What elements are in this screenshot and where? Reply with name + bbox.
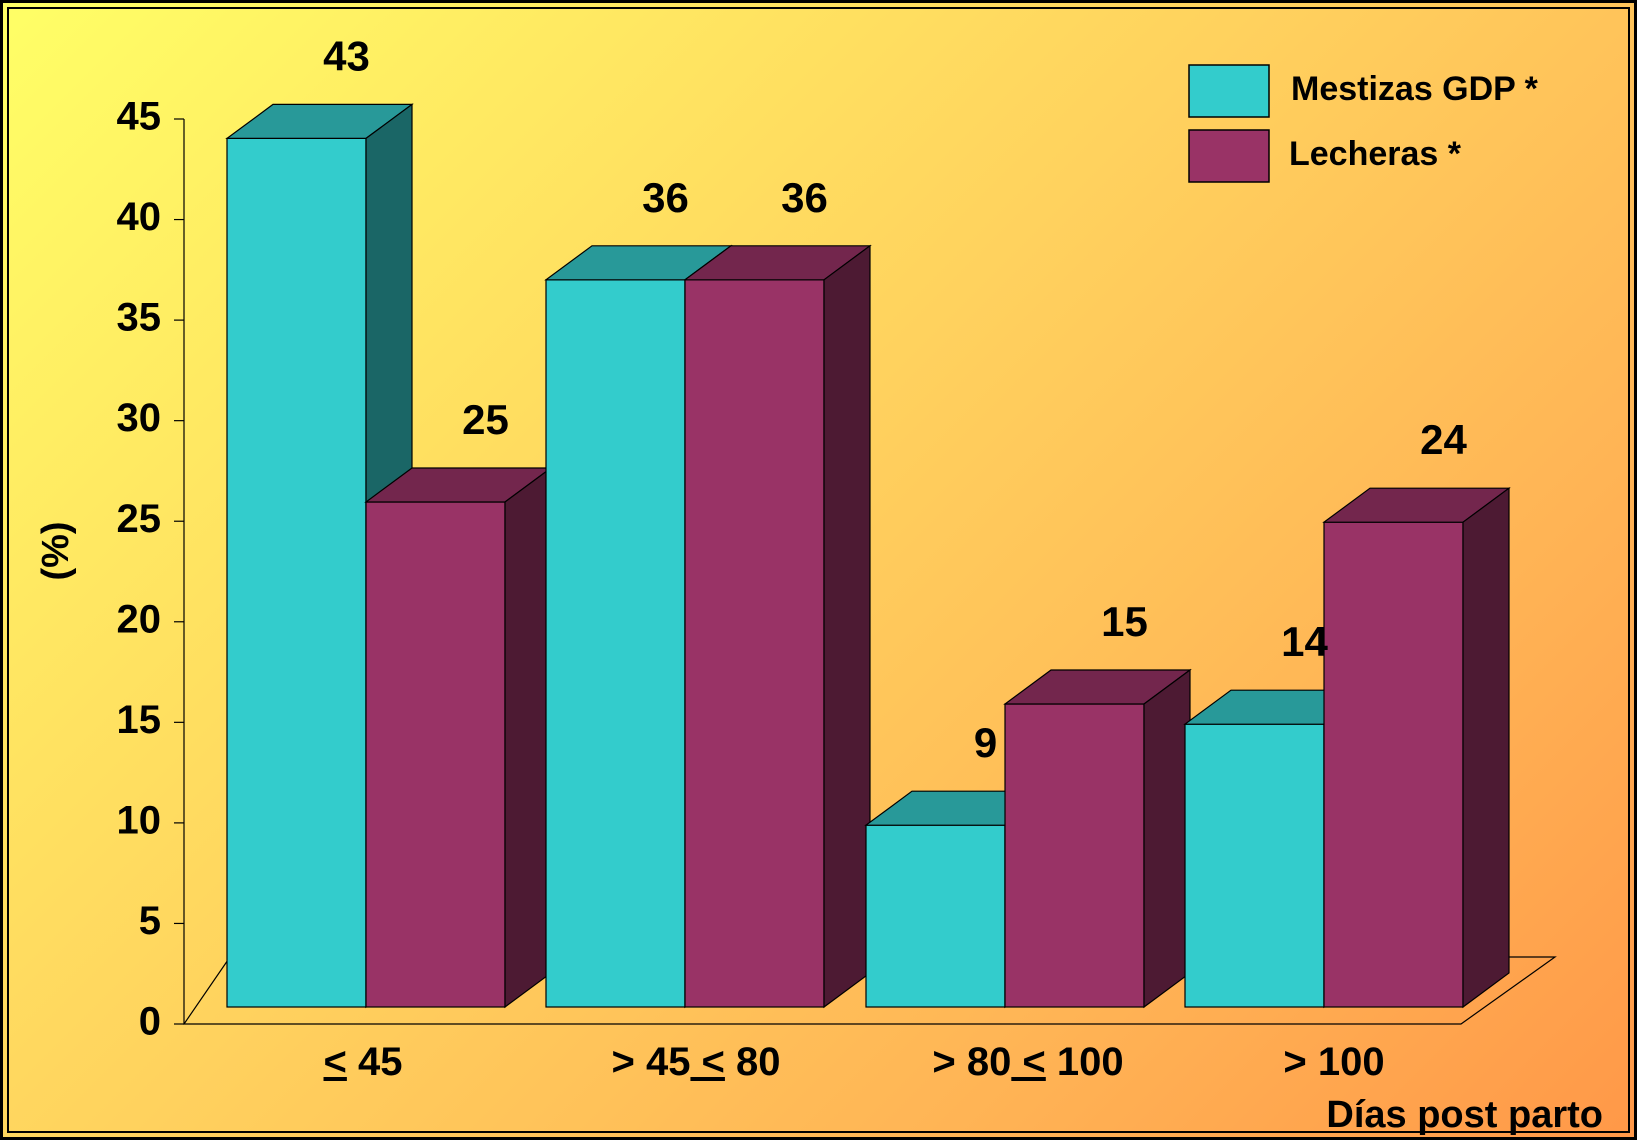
bar: [1322, 487, 1511, 1009]
x-tick-part: 80: [956, 1040, 1012, 1084]
legend-label: Mestizas GDP *: [1291, 70, 1539, 108]
y-tick-label: 15: [117, 698, 162, 742]
y-tick-label: 30: [117, 396, 162, 440]
bar-front: [684, 279, 825, 1008]
leq-symbol: <: [1011, 1040, 1045, 1084]
x-tick-label: > 80 < 100: [932, 1040, 1123, 1084]
x-tick-part: >: [611, 1040, 634, 1084]
bar-value-label: 25: [462, 396, 509, 443]
x-tick-part: >: [932, 1040, 955, 1084]
x-tick-part: 80: [725, 1040, 781, 1084]
bar-front: [226, 137, 367, 1008]
y-tick-label: 20: [117, 597, 162, 641]
x-tick-part: 45: [635, 1040, 691, 1084]
bar-value-label: 43: [323, 32, 370, 79]
bar-front: [545, 279, 686, 1008]
leq-symbol: <: [690, 1040, 724, 1084]
y-axis-label: (%): [35, 521, 77, 580]
x-tick-part: 100: [1307, 1040, 1385, 1084]
bar-front: [1323, 521, 1464, 1008]
y-tick-label: 40: [117, 195, 162, 239]
legend-label: Lecheras *: [1289, 135, 1462, 173]
bars: [225, 103, 1511, 1009]
y-tick-label: 25: [117, 497, 162, 541]
bar: [1003, 668, 1192, 1009]
bar-front: [1184, 723, 1325, 1008]
bar-side: [1462, 487, 1510, 1009]
legend-swatch: [1188, 129, 1270, 183]
bar-value-label: 36: [781, 174, 828, 221]
bar-front: [1004, 703, 1145, 1008]
x-tick-label: < 45: [324, 1040, 403, 1084]
bar-side: [1143, 668, 1191, 1009]
x-tick-label: > 100: [1283, 1040, 1384, 1084]
bar: [683, 244, 872, 1009]
y-tick-label: 10: [117, 798, 162, 842]
x-tick-part: >: [1283, 1040, 1306, 1084]
legend: Mestizas GDP * Lecheras *: [1188, 64, 1539, 183]
bar-value-label: 24: [1420, 416, 1467, 463]
floor-plane: [182, 956, 1557, 1025]
bar-value-label: 14: [1281, 618, 1328, 665]
data-labels: 43 25 36 36 9 15 14 24: [323, 32, 1467, 766]
bar-value-label: 15: [1101, 598, 1148, 645]
y-tick-label: 45: [117, 95, 162, 139]
bar-front: [365, 501, 506, 1008]
bar-value-label: 36: [642, 174, 689, 221]
y-tick-label: 35: [117, 296, 162, 340]
bar-value-label: 9: [974, 719, 997, 766]
y-tick-label: 0: [139, 1000, 161, 1044]
bar-side: [504, 466, 552, 1009]
x-axis-label: Días post parto: [1326, 1094, 1603, 1136]
x-tick-part: 100: [1046, 1040, 1124, 1084]
bar-side: [823, 244, 871, 1009]
legend-swatch: [1188, 64, 1270, 118]
leq-symbol: <: [324, 1040, 347, 1084]
x-tick-label: > 45 < 80: [611, 1040, 780, 1084]
y-tick-label: 5: [139, 899, 161, 943]
x-tick-part: 45: [347, 1040, 403, 1084]
bar: [364, 466, 553, 1009]
bar-front: [865, 824, 1006, 1008]
